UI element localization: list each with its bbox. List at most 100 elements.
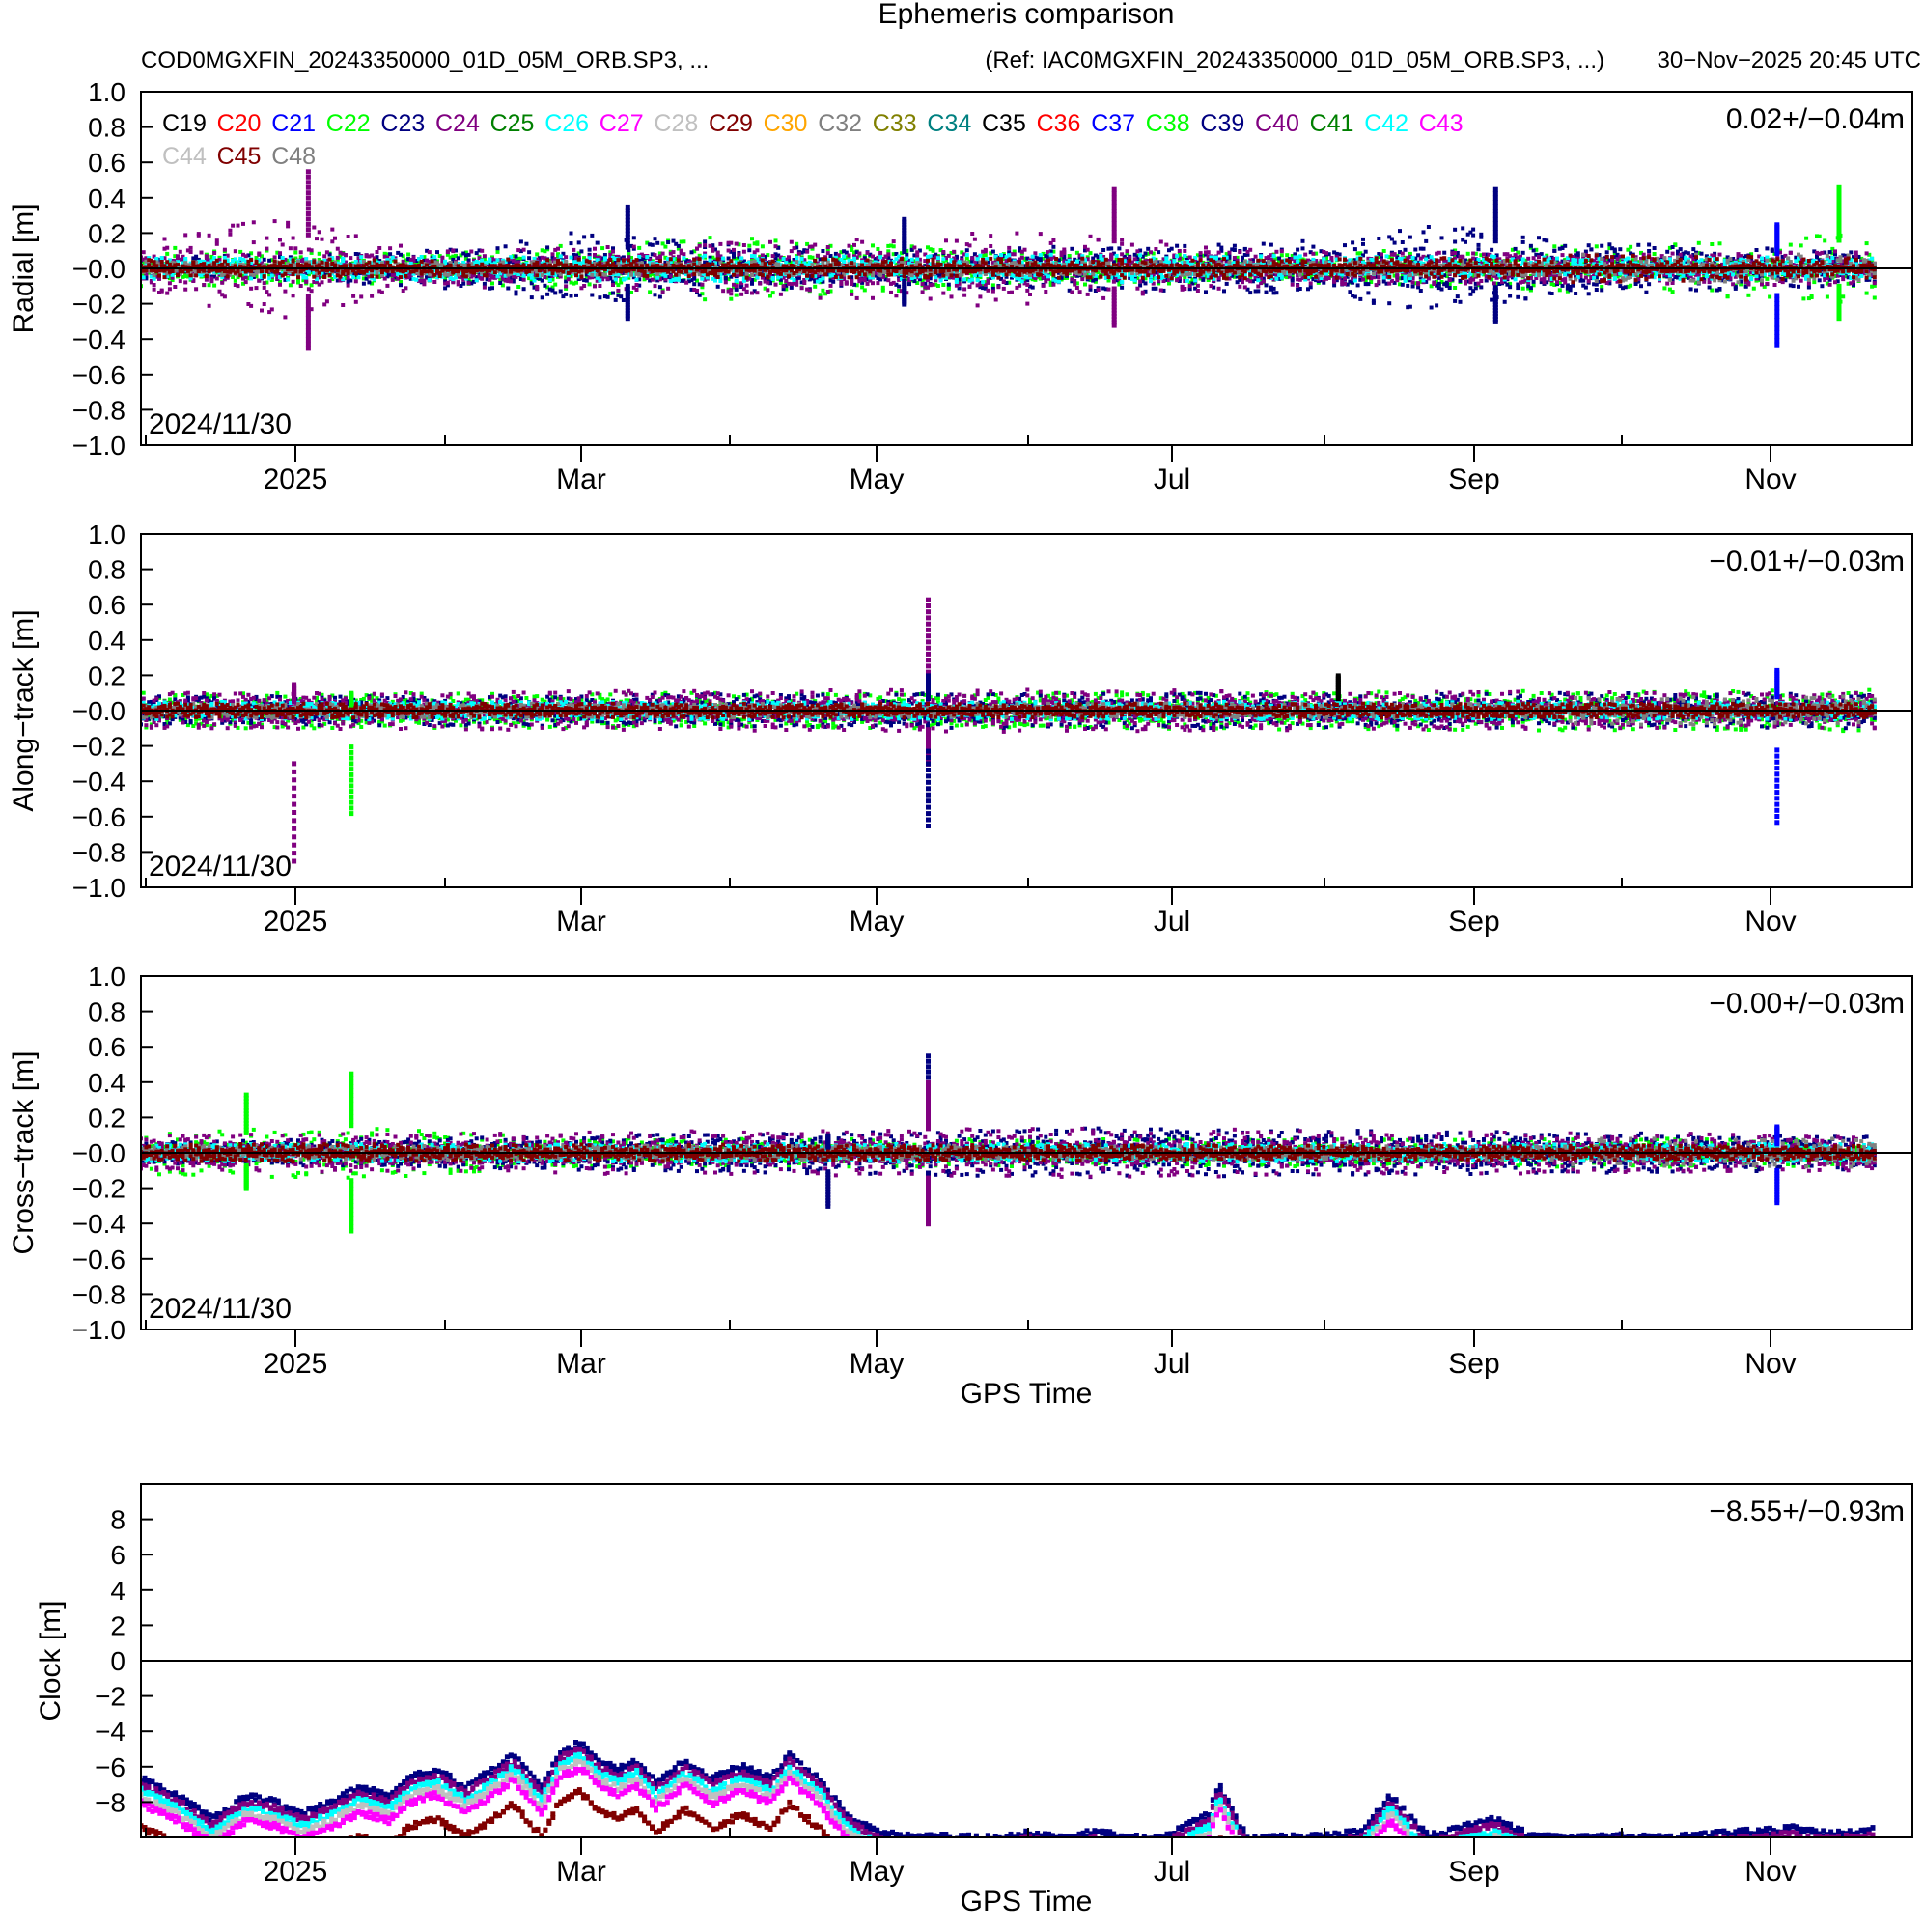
y-tick-label: 0.2 [88, 1103, 125, 1133]
x-tick-label: Jul [1154, 906, 1190, 938]
y-tick-label: 0.8 [88, 113, 125, 143]
legend-item-c45: C45 [217, 143, 262, 170]
legend-item-c28: C28 [654, 110, 698, 137]
legend-item-c42: C42 [1364, 110, 1408, 137]
legend-item-c37: C37 [1091, 110, 1135, 137]
legend-item-c34: C34 [927, 110, 971, 137]
y-tick-label: 4 [110, 1576, 125, 1606]
x-tick-label: Jul [1154, 1856, 1190, 1888]
data-layer [141, 597, 1877, 864]
y-tick-label: −0.6 [72, 360, 125, 390]
y-tick-label: −0.0 [72, 1138, 125, 1168]
x-tick-label: 2025 [264, 1348, 328, 1380]
y-tick-label: −0.4 [72, 1209, 125, 1239]
x-tick-label: May [850, 1856, 905, 1888]
legend-item-c23: C23 [380, 110, 425, 137]
x-tick-label: Mar [556, 906, 606, 938]
legend-item-c43: C43 [1419, 110, 1464, 137]
legend-item-c41: C41 [1310, 110, 1354, 137]
figure-title: Ephemeris comparison [878, 0, 1175, 30]
clock-band-5 [141, 1787, 1223, 1837]
panel-clock: 8 6 4 2 0 −2 −4 −6 −8 2025 Mar May Jul Sep Nov Clock [m… [35, 1483, 1913, 1918]
panel-along-track: 1.0 0.8 0.6 0.4 0.2 −0.0 −0.2 −0.4 −0.6 −0.8 −1.0 2… [8, 519, 1913, 938]
spike-mark [1774, 222, 1780, 348]
x-axis-label: GPS Time [961, 1378, 1093, 1410]
legend-item-c48: C48 [271, 143, 316, 170]
y-tick-label: 0.4 [88, 183, 125, 213]
legend-item-c21: C21 [271, 110, 316, 137]
spike-mark [1774, 667, 1780, 826]
legend-item-c26: C26 [544, 110, 589, 137]
y-tick-label: 6 [110, 1540, 125, 1570]
spike-mark [292, 682, 297, 864]
panel-cross-track: 1.0 0.8 0.6 0.4 0.2 −0.0 −0.2 −0.4 −0.6 −0.8 −1.0 2… [8, 962, 1913, 1410]
date-label: 2024/11/30 [149, 851, 292, 882]
y-tick-label: −1.0 [72, 431, 125, 461]
clock-band-2 [141, 1751, 1876, 1837]
x-tick-label: May [850, 906, 905, 938]
data-layer [141, 169, 1877, 351]
y-tick-label: 0.6 [88, 590, 125, 620]
x-tick-label: Mar [556, 463, 606, 495]
x-tick-label: 2025 [264, 1856, 328, 1888]
source-file-label: COD0MGXFIN_20243350000_01D_05M_ORB.SP3, … [141, 47, 709, 73]
legend-item-c24: C24 [435, 110, 480, 137]
spike-mark [1111, 186, 1117, 328]
x-tick-label: Nov [1744, 463, 1796, 495]
y-tick-label: −0.2 [72, 290, 125, 320]
y-tick-label: 0 [110, 1646, 125, 1676]
legend-item-c39: C39 [1200, 110, 1244, 137]
y-tick-label: 1.0 [88, 519, 125, 549]
stat-label: −8.55+/−0.93m [1709, 1496, 1905, 1527]
y-tick-label: 0.2 [88, 660, 125, 690]
y-tick-label: 8 [110, 1505, 125, 1535]
y-tick-label: −6 [95, 1752, 125, 1782]
spike-mark [349, 690, 354, 817]
x-tick-label: May [850, 1348, 905, 1380]
y-tick-label: 0.8 [88, 555, 125, 585]
x-tick-label: Sep [1448, 1348, 1499, 1380]
legend: C19 C20 C21 C22 C23 C24 C25 C26 C27 C28 C29 C30 C32 C… [162, 110, 1464, 170]
spike-mark [305, 169, 311, 351]
y-tick-label: 0.8 [88, 997, 125, 1027]
spike-mark [825, 1133, 831, 1209]
x-tick-label: Sep [1448, 1856, 1499, 1888]
legend-item-c25: C25 [490, 110, 535, 137]
y-tick-label: −0.4 [72, 767, 125, 797]
x-tick-label: 2025 [264, 463, 328, 495]
y-tick-label: −0.8 [72, 1279, 125, 1309]
stat-label: 0.02+/−0.04m [1726, 103, 1905, 135]
x-tick-label: Mar [556, 1348, 606, 1380]
y-tick-label: −0.8 [72, 395, 125, 425]
x-tick-label: 2025 [264, 906, 328, 938]
y-axis-label: Clock [m] [35, 1600, 67, 1721]
spike-mark [1335, 673, 1341, 702]
spike-mark [926, 673, 931, 828]
y-tick-label: 0.6 [88, 1032, 125, 1062]
x-axis-label: GPS Time [961, 1886, 1093, 1918]
y-tick-label: 1.0 [88, 77, 125, 107]
y-axis-label: Radial [m] [8, 203, 40, 333]
legend-item-c40: C40 [1255, 110, 1299, 137]
y-tick-label: −8 [95, 1787, 125, 1817]
generated-timestamp: 30−Nov−2025 20:45 UTC [1657, 47, 1921, 73]
legend-item-c35: C35 [982, 110, 1026, 137]
x-tick-label: Nov [1744, 1348, 1796, 1380]
stat-label: −0.01+/−0.03m [1709, 546, 1905, 577]
legend-item-c33: C33 [873, 110, 917, 137]
y-tick-label: −0.0 [72, 696, 125, 726]
x-tick-label: Jul [1154, 1348, 1190, 1380]
reference-file-label: (Ref: IAC0MGXFIN_20243350000_01D_05M_ORB… [985, 47, 1604, 73]
y-tick-label: −0.0 [72, 254, 125, 284]
legend-item-c20: C20 [217, 110, 262, 137]
y-tick-label: 0.4 [88, 1068, 125, 1098]
y-tick-label: 0.4 [88, 626, 125, 656]
legend-item-c30: C30 [764, 110, 808, 137]
spike-mark [1836, 184, 1842, 322]
x-tick-label: Sep [1448, 463, 1499, 495]
x-tick-label: Mar [556, 1856, 606, 1888]
spike-mark [926, 1079, 931, 1227]
legend-item-c32: C32 [818, 110, 862, 137]
y-tick-label: −1.0 [72, 1315, 125, 1345]
y-tick-label: −0.6 [72, 1245, 125, 1274]
